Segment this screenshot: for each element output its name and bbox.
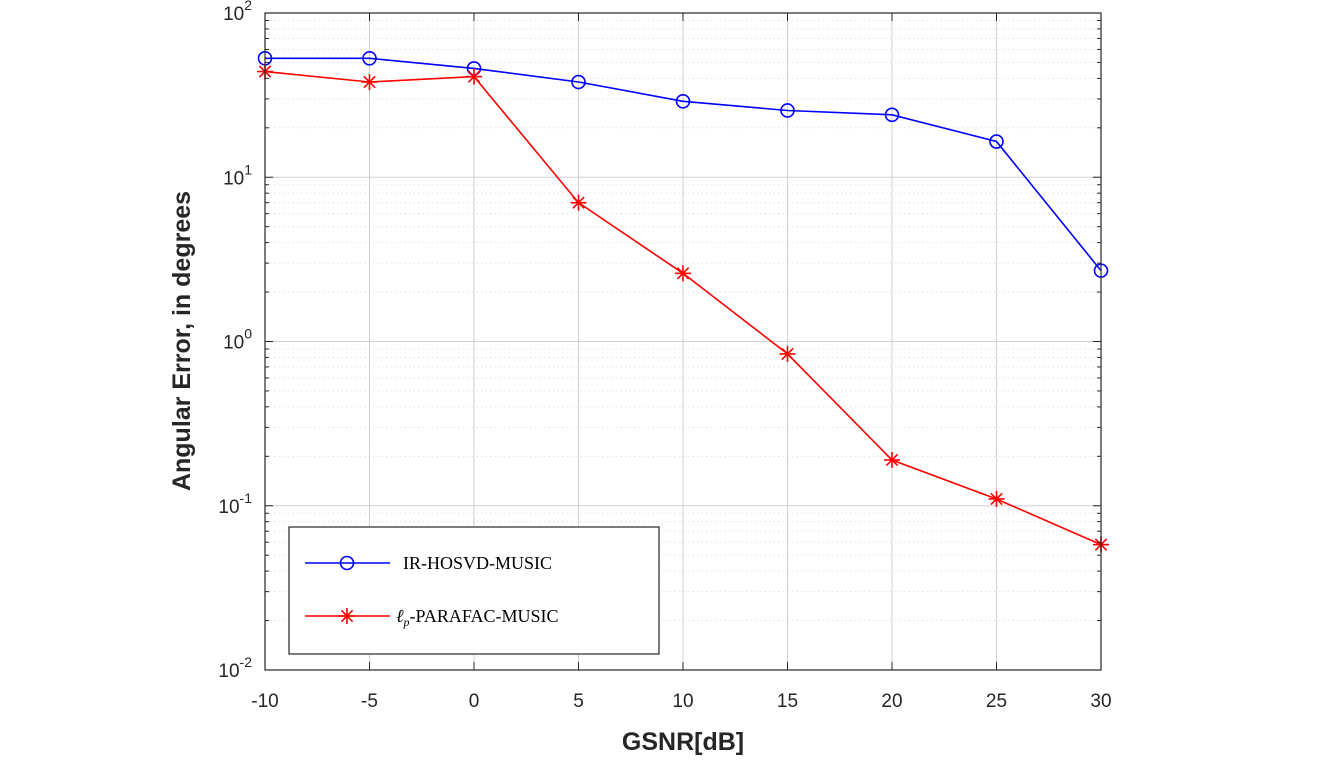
x-tick-label-6: 20 xyxy=(881,691,902,712)
series-0-point-3 xyxy=(571,74,586,90)
series-1-point-3-stroke-3 xyxy=(572,196,585,209)
y-tick-exp-1: -1 xyxy=(240,490,253,506)
series-1-point-7-stroke-3 xyxy=(990,492,1003,506)
grid xyxy=(265,13,1101,670)
y-tick-exp-4: 2 xyxy=(244,0,252,13)
y-tick-exp-2: 0 xyxy=(244,326,252,342)
legend-label-lp-rest: -PARAFAC-MUSIC xyxy=(410,606,559,626)
y-tick-label-0: 10-2 xyxy=(218,654,252,682)
x-axis-title: GSNR[dB] xyxy=(622,728,744,756)
y-tick-base-3: 10 xyxy=(223,168,244,189)
y-tick-base-0: 10 xyxy=(218,661,239,682)
y-tick-exp-3: 1 xyxy=(244,161,252,177)
legend-marker-ir-hosvd xyxy=(339,555,355,571)
series-1-point-3 xyxy=(570,194,587,211)
series-0-point-6 xyxy=(884,107,900,123)
x-tick-label-0: -10 xyxy=(251,691,278,712)
x-tick-label-3: 5 xyxy=(573,691,584,712)
y-tick-base-4: 10 xyxy=(223,4,244,25)
series-line-0 xyxy=(265,57,1102,272)
y-tick-base-1: 10 xyxy=(218,497,239,518)
y-tick-base-2: 10 xyxy=(223,333,244,354)
series-1-point-5-stroke-3 xyxy=(781,347,794,361)
series-0-point-4 xyxy=(675,94,691,109)
series-1-point-5 xyxy=(779,345,796,362)
ticks xyxy=(264,12,1102,671)
legend-label-ir-hosvd: IR-HOSVD-MUSIC xyxy=(403,553,552,573)
legend: IR-HOSVD-MUSIC ℓp-PARAFAC-MUSIC xyxy=(288,526,660,655)
y-tick-label-1: 10-1 xyxy=(218,490,252,518)
x-tick-label-7: 25 xyxy=(986,691,1007,712)
series-0-point-1 xyxy=(362,50,377,66)
legend-label-lp-parafac: ℓp-PARAFAC-MUSIC xyxy=(396,606,559,629)
legend-box xyxy=(288,526,660,655)
series-1-point-4 xyxy=(675,265,691,282)
legend-marker-shape-0 xyxy=(339,555,355,571)
y-tick-label-3: 101 xyxy=(223,161,252,189)
series-1-point-4-stroke-3 xyxy=(676,267,690,280)
legend-marker-shape-1-stroke-3 xyxy=(340,609,354,623)
series-0-point-5 xyxy=(780,103,795,118)
legend-label-lp-sub: p xyxy=(403,615,410,629)
series-1-point-2 xyxy=(466,68,482,85)
series-1-point-6 xyxy=(884,451,900,468)
series-1-point-1-stroke-3 xyxy=(363,75,376,89)
series-0-point-7 xyxy=(989,134,1004,149)
series-1-point-6-stroke-3 xyxy=(885,453,899,467)
series-1-point-2-stroke-3 xyxy=(467,70,481,83)
y-tick-label-4: 102 xyxy=(223,0,252,25)
x-tick-labels: -10 -5 0 5 10 15 20 25 30 xyxy=(251,691,1111,712)
series-layer xyxy=(257,50,1109,553)
legend-marker-lp-parafac xyxy=(339,608,355,624)
x-tick-label-4: 10 xyxy=(672,691,693,712)
y-tick-exp-0: -2 xyxy=(240,654,253,670)
x-tick-label-1: -5 xyxy=(361,691,378,712)
legend-label-lp-main: ℓ xyxy=(396,606,404,626)
x-tick-label-2: 0 xyxy=(469,691,480,712)
series-1-point-7 xyxy=(988,490,1005,507)
x-tick-label-5: 15 xyxy=(777,691,798,712)
x-tick-label-8: 30 xyxy=(1090,691,1111,712)
legend-marker-shape-1 xyxy=(339,608,355,624)
y-axis-title: Angular Error, in degrees xyxy=(168,191,196,491)
y-tick-label-2: 100 xyxy=(223,326,252,354)
series-1-point-1 xyxy=(361,74,378,91)
